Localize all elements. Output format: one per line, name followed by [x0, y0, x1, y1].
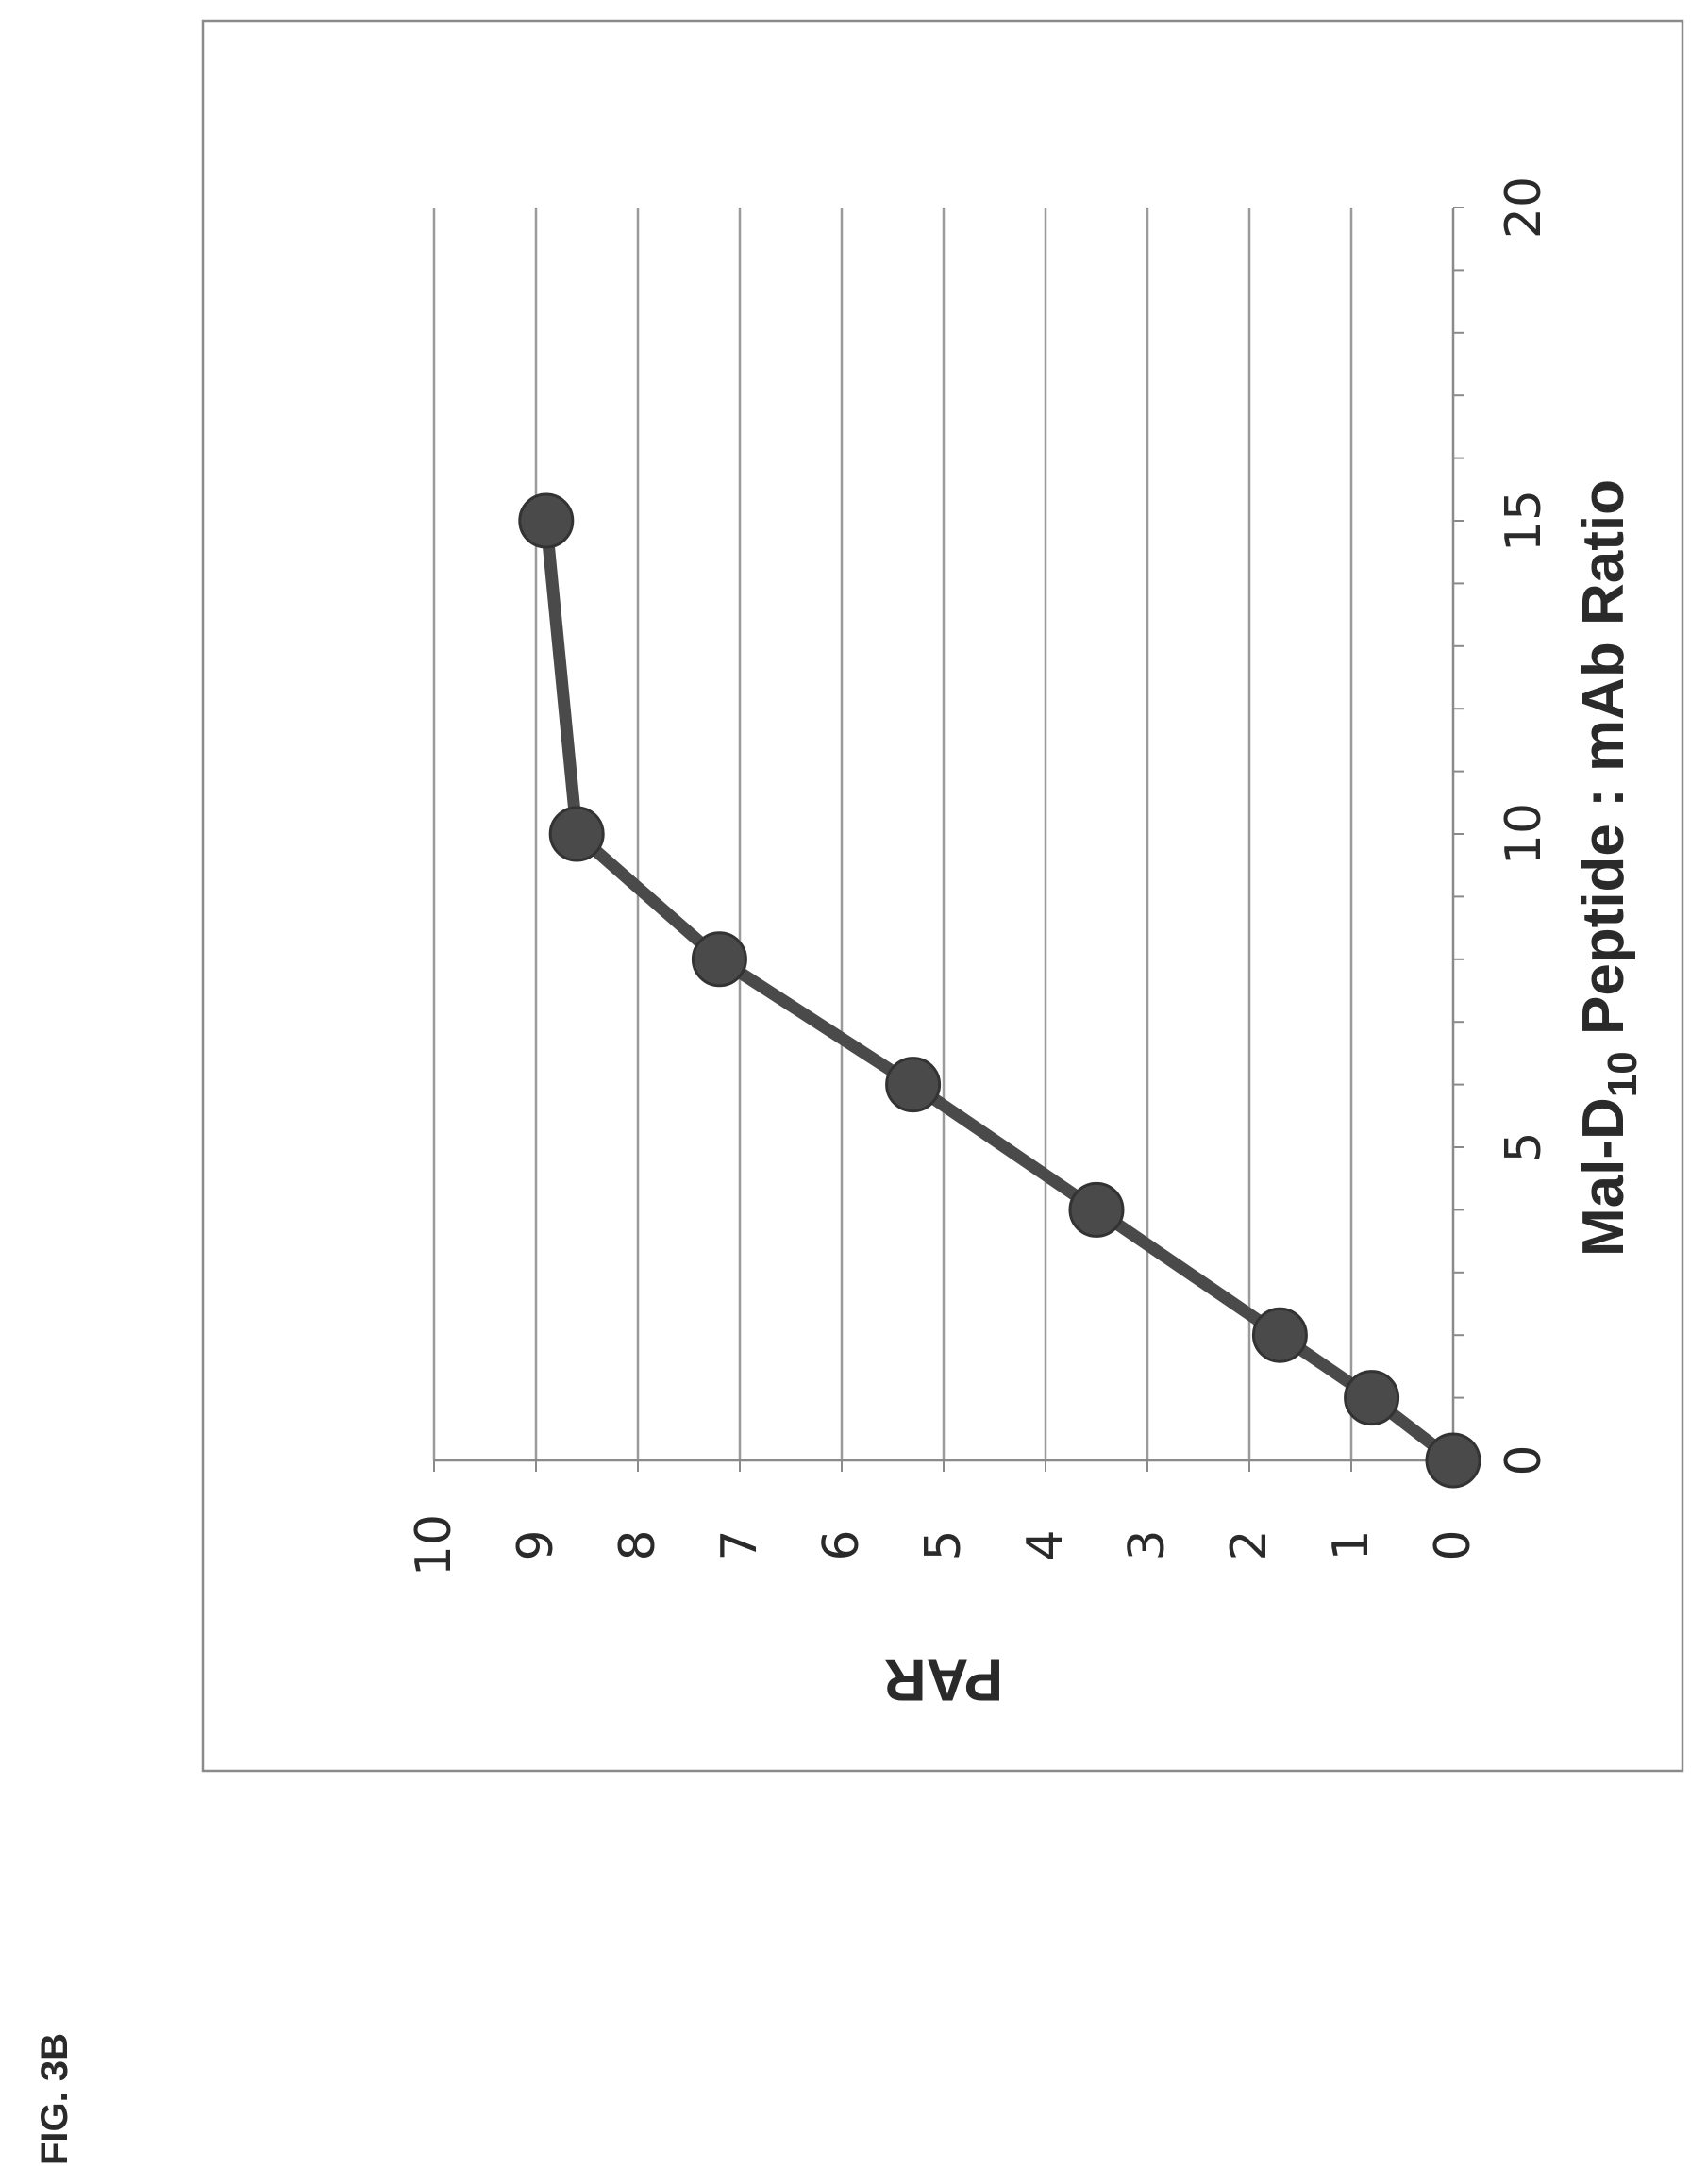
y-tick-label: 1 [1323, 1529, 1380, 1560]
x-axis-title-main: Mal-D [1571, 1097, 1636, 1257]
gridlines [432, 208, 1353, 1460]
y-tick-label: 5 [915, 1529, 972, 1560]
data-point [1068, 1181, 1125, 1238]
x-axis-title: Mal-D10 Peptide : mAb Ratio [1571, 479, 1646, 1257]
axis-titles: PAR Mal-D10 Peptide : mAb Ratio [884, 479, 1646, 1712]
y-tick-label: 8 [610, 1529, 666, 1560]
y-tick-label: 4 [1017, 1529, 1074, 1560]
chart-frame [201, 19, 1684, 1773]
data-point [548, 806, 605, 862]
x-axis-title-subscript: 10 [1599, 1051, 1646, 1097]
y-tick-label: 10 [406, 1514, 462, 1576]
data-point [885, 1057, 942, 1113]
y-tick-label: 7 [711, 1529, 768, 1560]
data-point [1425, 1432, 1481, 1489]
data-series [518, 492, 1481, 1489]
y-tick-label: 6 [813, 1529, 870, 1560]
x-tick-label: 20 [1496, 176, 1552, 239]
x-tick-label: 15 [1496, 490, 1552, 552]
x-axis-title-rest: Peptide : mAb Ratio [1571, 479, 1636, 1051]
tick-labels: 0 1 2 3 4 5 6 7 8 9 10 0 5 10 15 20 [406, 176, 1552, 1576]
y-tick-label: 2 [1221, 1529, 1278, 1560]
x-tick-label: 10 [1496, 803, 1552, 865]
y-tick-label: 3 [1119, 1529, 1176, 1560]
y-tick-label: 9 [508, 1529, 564, 1560]
data-point [1344, 1370, 1400, 1426]
series-line [540, 514, 1460, 1467]
data-point [1251, 1307, 1308, 1363]
data-point [691, 931, 747, 988]
x-tick-label: 5 [1496, 1131, 1552, 1162]
y-tick-label: 0 [1425, 1529, 1481, 1560]
axes [433, 207, 1464, 1472]
data-point [518, 492, 575, 549]
figure-label: FIG. 3B [34, 2033, 75, 2165]
x-tick-label: 0 [1496, 1444, 1552, 1475]
y-axis-title: PAR [884, 1647, 1003, 1712]
